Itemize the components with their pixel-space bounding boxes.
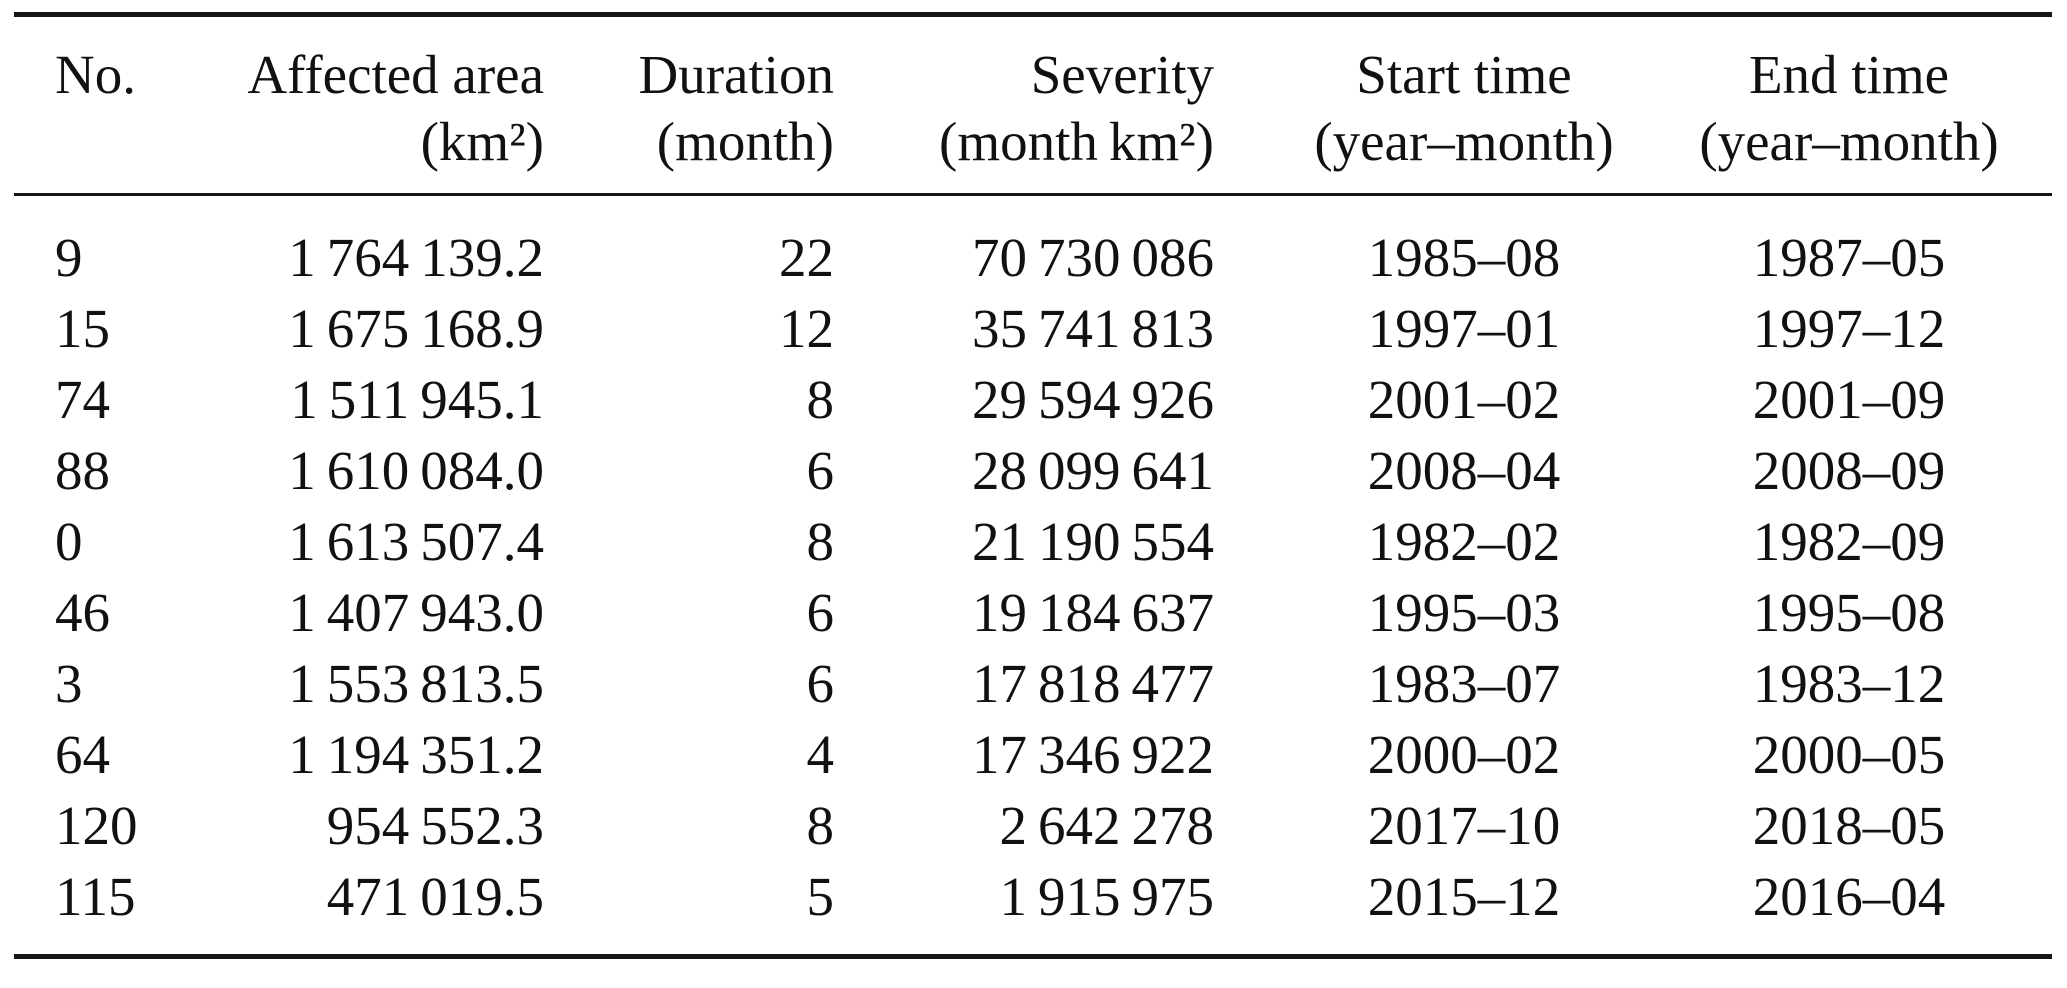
- cell-severity: 17 818 477: [971, 653, 1214, 714]
- table-row: 64 1 194 351.2 4 17 346 922 2000–02 2000–05: [14, 719, 2052, 790]
- column-header-duration-line-1: Duration: [638, 44, 834, 105]
- cell-affected-area: 1 675 168.9: [288, 298, 544, 359]
- cell-end-time: 1982–09: [1752, 511, 1946, 572]
- cell-end-time: 1983–12: [1752, 653, 1946, 714]
- table-header: No. Affected area (km²) Duration (month) Seve…: [14, 15, 2052, 195]
- column-header-severity-line-1: Severity: [1030, 44, 1214, 105]
- cell-no: 0: [55, 511, 83, 572]
- table-row: 15 1 675 168.9 12 35 741 813 1997–01 1997–12: [14, 293, 2052, 364]
- cell-affected-area: 1 553 813.5: [288, 653, 544, 714]
- cell-affected-area: 954 552.3: [326, 795, 544, 856]
- cell-severity: 2 642 278: [999, 795, 1214, 856]
- cell-affected-area: 1 511 945.1: [290, 369, 544, 430]
- cell-end-time: 2000–05: [1752, 724, 1946, 785]
- table-row: 9 1 764 139.2 22 70 730 086 1985–08 1987–05: [14, 195, 2052, 294]
- cell-duration: 5: [806, 866, 835, 927]
- column-header-end-time: End time (year–month): [1684, 15, 2052, 195]
- table-row: 115 471 019.5 5 1 915 975 2015–12 2016–04: [14, 861, 2052, 957]
- cell-no: 74: [55, 369, 110, 430]
- column-header-end-time-line-2: (year–month): [1699, 111, 1999, 172]
- column-header-duration-line-2: (month): [656, 111, 834, 172]
- cell-severity: 28 099 641: [971, 440, 1214, 501]
- column-header-start-time-line-1: Start time: [1356, 44, 1572, 105]
- cell-affected-area: 1 764 139.2: [288, 227, 544, 288]
- cell-severity: 19 184 637: [971, 582, 1214, 643]
- cell-severity: 1 915 975: [999, 866, 1214, 927]
- cell-end-time: 2016–04: [1752, 866, 1946, 927]
- cell-start-time: 2000–02: [1367, 724, 1561, 785]
- cell-start-time: 1985–08: [1367, 227, 1561, 288]
- cell-affected-area: 1 194 351.2: [288, 724, 544, 785]
- cell-start-time: 1982–02: [1367, 511, 1561, 572]
- table-row: 46 1 407 943.0 6 19 184 637 1995–03 1995–08: [14, 577, 2052, 648]
- cell-duration: 4: [806, 724, 835, 785]
- cell-duration: 8: [806, 795, 835, 856]
- cell-affected-area: 1 610 084.0: [288, 440, 544, 501]
- cell-start-time: 2008–04: [1367, 440, 1561, 501]
- cell-no: 3: [55, 653, 83, 714]
- cell-end-time: 2018–05: [1752, 795, 1946, 856]
- table-row: 74 1 511 945.1 8 29 594 926 2001–02 2001–09: [14, 364, 2052, 435]
- cell-no: 15: [55, 298, 110, 359]
- column-header-start-time-line-2: (year–month): [1314, 111, 1614, 172]
- cell-end-time: 1987–05: [1752, 227, 1946, 288]
- cell-end-time: 1997–12: [1752, 298, 1946, 359]
- table-row: 88 1 610 084.0 6 28 099 641 2008–04 2008–09: [14, 435, 2052, 506]
- cell-severity: 17 346 922: [971, 724, 1214, 785]
- cell-severity: 70 730 086: [971, 227, 1214, 288]
- column-header-affected-area-line-2: (km²): [420, 111, 544, 172]
- cell-no: 115: [55, 866, 136, 927]
- cell-no: 120: [55, 795, 138, 856]
- cell-severity: 29 594 926: [971, 369, 1214, 430]
- cell-end-time: 2008–09: [1752, 440, 1946, 501]
- cell-severity: 35 741 813: [971, 298, 1214, 359]
- cell-end-time: 2001–09: [1752, 369, 1946, 430]
- column-header-affected-area-line-1: Affected area: [247, 44, 544, 105]
- drought-events-table: No. Affected area (km²) Duration (month) Seve…: [14, 12, 2052, 959]
- cell-duration: 6: [806, 653, 835, 714]
- column-header-affected-area: Affected area (km²): [154, 15, 544, 195]
- paper-table-page: No. Affected area (km²) Duration (month) Seve…: [0, 12, 2067, 988]
- cell-duration: 8: [806, 511, 835, 572]
- cell-start-time: 2017–10: [1367, 795, 1561, 856]
- cell-affected-area: 1 407 943.0: [288, 582, 544, 643]
- cell-duration: 22: [779, 227, 834, 288]
- cell-duration: 8: [806, 369, 835, 430]
- cell-start-time: 1983–07: [1367, 653, 1561, 714]
- cell-duration: 6: [806, 440, 835, 501]
- cell-duration: 6: [806, 582, 835, 643]
- cell-no: 88: [55, 440, 110, 501]
- cell-affected-area: 1 613 507.4: [288, 511, 544, 572]
- column-header-severity: Severity (month km²): [834, 15, 1214, 195]
- cell-start-time: 1995–03: [1367, 582, 1561, 643]
- cell-start-time: 1997–01: [1367, 298, 1561, 359]
- cell-affected-area: 471 019.5: [326, 866, 544, 927]
- column-header-start-time: Start time (year–month): [1214, 15, 1684, 195]
- cell-no: 9: [55, 227, 83, 288]
- cell-severity: 21 190 554: [971, 511, 1214, 572]
- header-row: No. Affected area (km²) Duration (month) Seve…: [14, 15, 2052, 195]
- column-header-no-line-1: No.: [55, 44, 136, 105]
- cell-duration: 12: [779, 298, 834, 359]
- cell-start-time: 2001–02: [1367, 369, 1561, 430]
- table-row: 0 1 613 507.4 8 21 190 554 1982–02 1982–09: [14, 506, 2052, 577]
- cell-no: 64: [55, 724, 110, 785]
- cell-start-time: 2015–12: [1367, 866, 1561, 927]
- cell-no: 46: [55, 582, 110, 643]
- column-header-end-time-line-1: End time: [1748, 44, 1950, 105]
- column-header-no: No.: [14, 15, 154, 195]
- table-row: 120 954 552.3 8 2 642 278 2017–10 2018–05: [14, 790, 2052, 861]
- table-row: 3 1 553 813.5 6 17 818 477 1983–07 1983–12: [14, 648, 2052, 719]
- column-header-severity-line-2: (month km²): [939, 111, 1214, 172]
- column-header-duration: Duration (month): [544, 15, 834, 195]
- cell-end-time: 1995–08: [1752, 582, 1946, 643]
